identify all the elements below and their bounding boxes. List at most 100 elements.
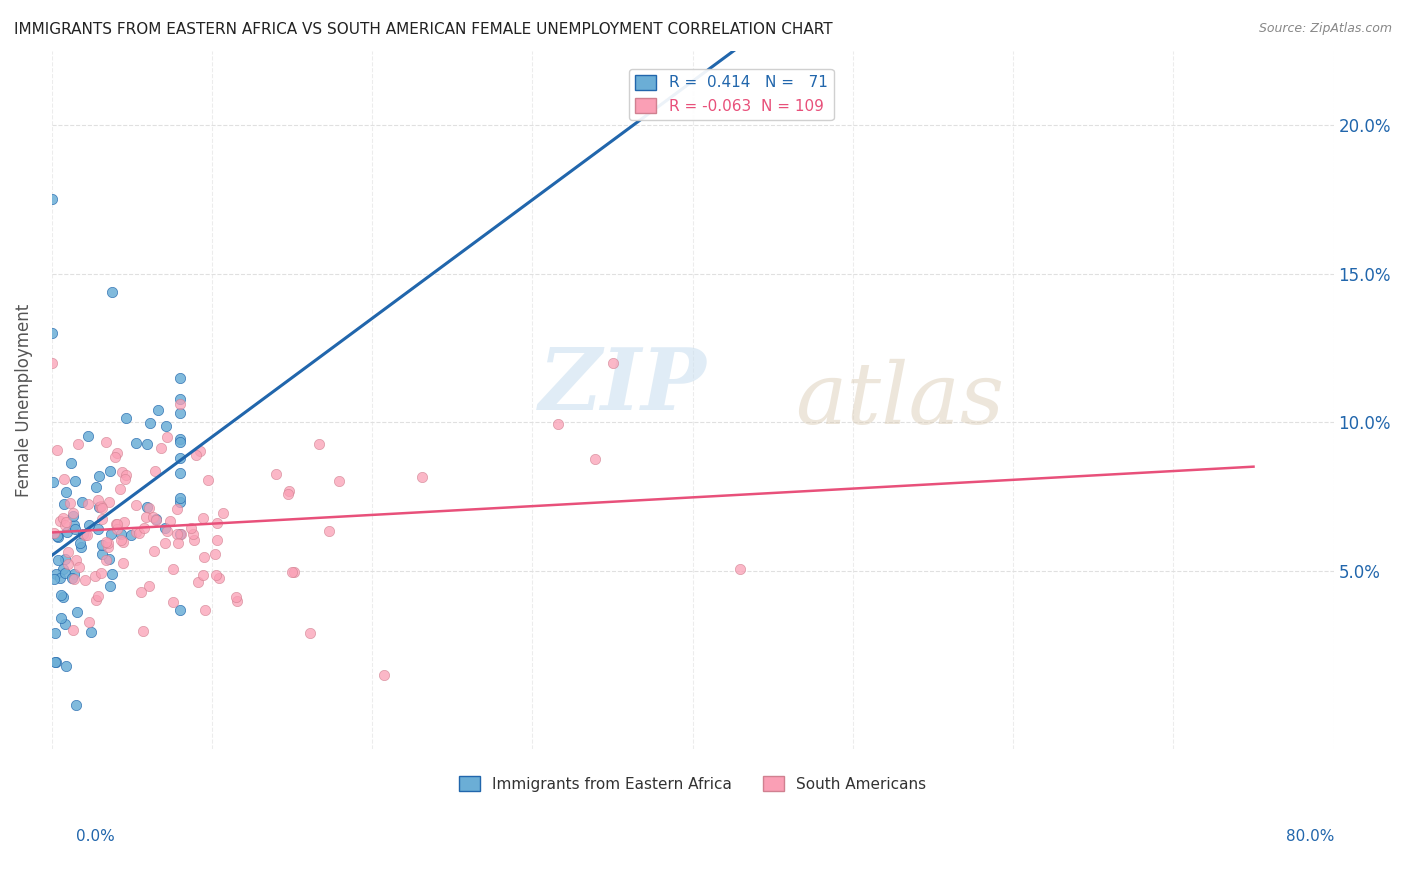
Point xyxy=(84,569,107,583)
Point xyxy=(318,524,340,538)
Point xyxy=(94,553,117,567)
Point xyxy=(53,472,76,486)
Point xyxy=(70,540,93,554)
Point xyxy=(67,560,90,574)
Point xyxy=(308,437,330,451)
Point xyxy=(62,506,84,520)
Point xyxy=(169,451,191,466)
Point xyxy=(135,510,157,524)
Point xyxy=(205,516,228,530)
Point xyxy=(98,551,121,566)
Point xyxy=(100,567,122,582)
Point xyxy=(90,538,112,552)
Point xyxy=(139,416,162,430)
Point xyxy=(101,285,124,300)
Point xyxy=(44,626,66,640)
Point xyxy=(66,436,89,450)
Point xyxy=(208,571,231,585)
Point xyxy=(156,524,179,538)
Point xyxy=(188,443,211,458)
Point xyxy=(87,589,110,603)
Point xyxy=(41,192,63,206)
Point xyxy=(65,553,87,567)
Point xyxy=(197,473,219,487)
Point xyxy=(169,371,191,385)
Point xyxy=(135,437,157,451)
Point xyxy=(45,529,67,543)
Y-axis label: Female Unemployment: Female Unemployment xyxy=(15,303,32,497)
Point xyxy=(149,441,172,455)
Point xyxy=(59,456,82,470)
Point xyxy=(98,579,121,593)
Point xyxy=(373,668,395,682)
Point xyxy=(142,510,165,524)
Text: ZIP: ZIP xyxy=(538,344,707,428)
Point xyxy=(111,556,134,570)
Point xyxy=(112,515,135,529)
Point xyxy=(55,484,77,499)
Point xyxy=(125,525,148,540)
Point xyxy=(132,521,155,535)
Point xyxy=(98,495,121,509)
Point xyxy=(77,518,100,533)
Point xyxy=(145,464,167,478)
Point xyxy=(169,495,191,509)
Point xyxy=(583,452,606,467)
Point xyxy=(169,603,191,617)
Point xyxy=(114,472,136,486)
Point xyxy=(59,496,82,510)
Point xyxy=(125,499,148,513)
Point xyxy=(205,533,228,548)
Point xyxy=(97,535,120,549)
Legend: Immigrants from Eastern Africa, South Americans: Immigrants from Eastern Africa, South Am… xyxy=(453,770,932,797)
Point xyxy=(181,526,204,541)
Point xyxy=(204,547,226,561)
Point xyxy=(52,591,75,605)
Point xyxy=(411,470,433,484)
Point xyxy=(53,552,76,566)
Point xyxy=(91,547,114,561)
Point xyxy=(277,487,299,501)
Point xyxy=(105,522,128,536)
Point xyxy=(730,562,752,576)
Point xyxy=(191,511,214,525)
Point xyxy=(138,500,160,515)
Point xyxy=(153,521,176,535)
Point xyxy=(146,403,169,417)
Point xyxy=(111,465,134,479)
Point xyxy=(225,594,247,608)
Point xyxy=(136,500,159,514)
Point xyxy=(66,606,89,620)
Point xyxy=(80,624,103,639)
Point xyxy=(63,522,86,536)
Point xyxy=(162,562,184,576)
Point xyxy=(114,468,136,483)
Point xyxy=(86,592,108,607)
Point xyxy=(90,500,112,514)
Point xyxy=(166,527,188,541)
Point xyxy=(114,411,136,425)
Point xyxy=(120,528,142,542)
Point xyxy=(191,567,214,582)
Point xyxy=(156,430,179,444)
Point xyxy=(98,464,121,478)
Point xyxy=(153,535,176,549)
Point xyxy=(129,585,152,599)
Point xyxy=(41,326,63,340)
Point xyxy=(166,502,188,516)
Point xyxy=(90,501,112,516)
Point xyxy=(42,475,65,489)
Point xyxy=(264,467,287,481)
Point xyxy=(281,566,304,580)
Point xyxy=(100,526,122,541)
Point xyxy=(73,527,96,541)
Point xyxy=(104,450,127,464)
Point xyxy=(77,615,100,630)
Point xyxy=(49,571,72,585)
Point xyxy=(52,497,75,511)
Point xyxy=(169,392,191,406)
Point xyxy=(60,571,83,585)
Point xyxy=(193,549,215,564)
Point xyxy=(84,480,107,494)
Point xyxy=(72,526,94,541)
